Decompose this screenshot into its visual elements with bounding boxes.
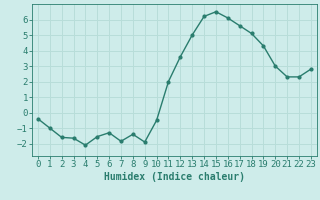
X-axis label: Humidex (Indice chaleur): Humidex (Indice chaleur) (104, 172, 245, 182)
